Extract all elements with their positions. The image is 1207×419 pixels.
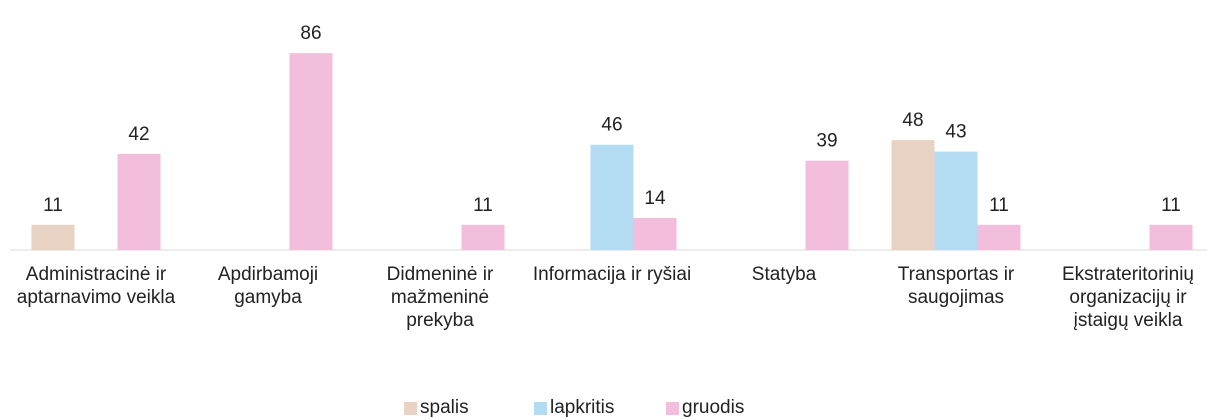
data-label: 46 [601, 115, 622, 136]
bar [891, 140, 935, 250]
x-tick-label: Statyba [751, 264, 817, 285]
legend-label: lapkritis [550, 397, 615, 418]
legend-swatch [666, 401, 679, 415]
legend-label: gruodis [682, 397, 745, 418]
bar [1149, 224, 1193, 250]
x-tick-label: Didmeninė ir mažmeninė prekyba [386, 264, 494, 331]
data-label: 43 [945, 122, 966, 143]
bar [590, 144, 634, 250]
bar [977, 224, 1021, 250]
legend-swatch [404, 401, 417, 415]
data-label: 11 [989, 195, 1009, 216]
bar [805, 160, 849, 250]
x-tick-label: Apdirbamoji gamyba [217, 264, 319, 308]
data-label: 11 [473, 195, 493, 216]
bar [934, 151, 978, 250]
legend-item: lapkritis [534, 397, 614, 419]
bar [461, 224, 505, 250]
legend-label: spalis [420, 397, 469, 418]
bar [117, 153, 161, 250]
legend-item: gruodis [666, 397, 744, 419]
legend-item: spalis [404, 397, 469, 419]
data-label: 11 [1161, 195, 1181, 216]
x-tick-label: Ekstrateritorinių organizacijų ir įstaig… [1062, 264, 1194, 331]
x-tick-label: Informacija ir ryšiai [532, 264, 692, 285]
data-label: 39 [816, 131, 837, 152]
x-tick-label: Transportas ir saugojimas [897, 264, 1015, 308]
data-label: 42 [128, 124, 149, 145]
data-label: 14 [644, 188, 666, 209]
data-label: 11 [43, 195, 63, 216]
bar [633, 217, 677, 250]
bar [289, 53, 333, 251]
bar [31, 224, 75, 250]
data-label: 48 [902, 110, 923, 131]
data-label: 86 [300, 23, 321, 44]
legend-swatch [534, 401, 547, 415]
x-tick-label: Administracinė ir aptarnavimo veikla [16, 264, 176, 308]
